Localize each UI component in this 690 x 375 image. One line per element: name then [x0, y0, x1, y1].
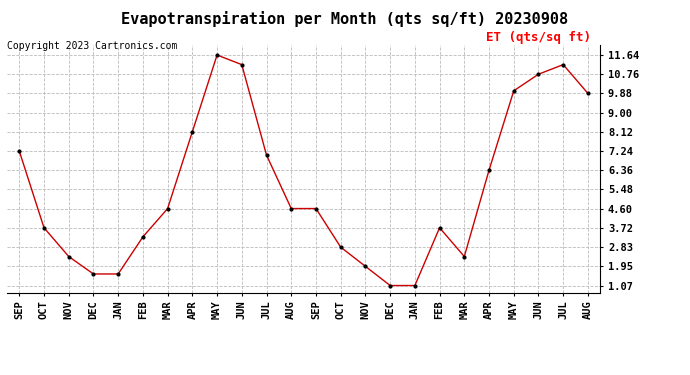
- Text: Evapotranspiration per Month (qts sq/ft) 20230908: Evapotranspiration per Month (qts sq/ft)…: [121, 11, 569, 27]
- Text: Copyright 2023 Cartronics.com: Copyright 2023 Cartronics.com: [7, 41, 177, 51]
- Text: ET (qts/sq ft): ET (qts/sq ft): [486, 31, 591, 44]
